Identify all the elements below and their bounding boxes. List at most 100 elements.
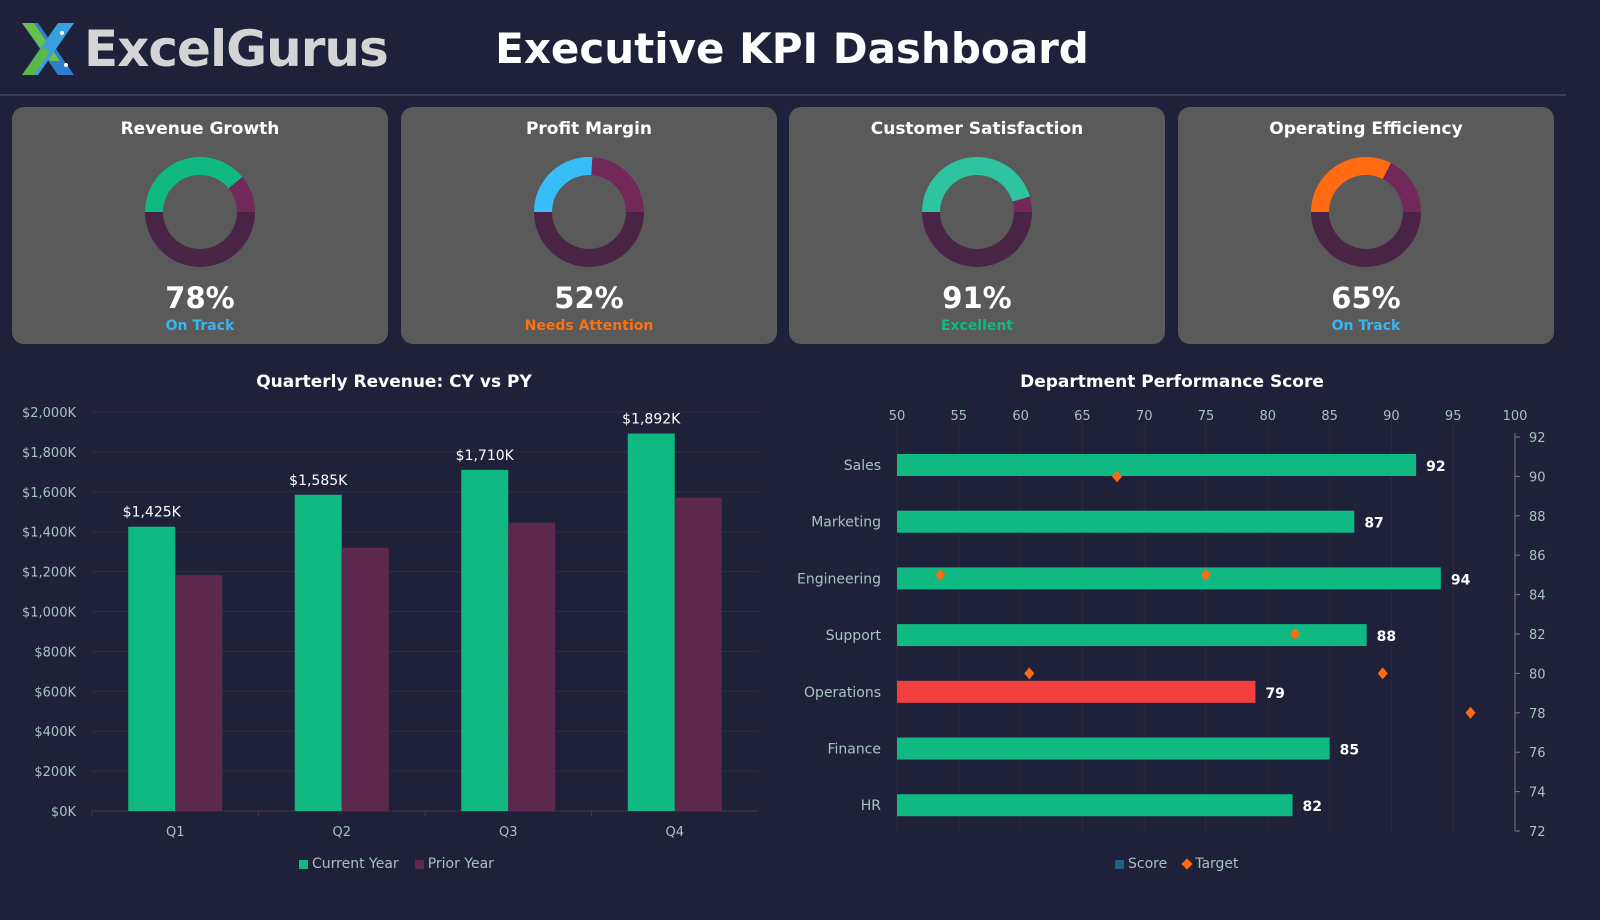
donut-remainder-arc bbox=[1382, 162, 1421, 212]
x-tick-label: 95 bbox=[1445, 409, 1462, 424]
x-tick-label: 50 bbox=[889, 409, 906, 424]
donut-remainder-arc bbox=[591, 157, 644, 212]
y2-tick-label: 72 bbox=[1529, 825, 1546, 840]
x-tick-label: 55 bbox=[951, 409, 968, 424]
y2-tick-label: 78 bbox=[1529, 707, 1546, 722]
kpi-value: 52% bbox=[554, 281, 624, 315]
legend-swatch-icon bbox=[414, 859, 424, 869]
kpi-card-operating-efficiency: Operating Efficiency 65% On Track bbox=[1178, 107, 1554, 344]
bar-prior-year bbox=[674, 497, 722, 811]
kpi-card-revenue-growth: Revenue Growth 78% On Track bbox=[12, 107, 388, 344]
target-marker bbox=[1377, 667, 1388, 680]
score-label: 87 bbox=[1364, 516, 1383, 532]
y2-tick-label: 82 bbox=[1529, 628, 1546, 643]
revenue-chart: $0K $200K $400K $600K $800K $1,000K $1,200K $1,… bbox=[22, 406, 758, 840]
revenue-chart-title: Quarterly Revenue: CY vs PY bbox=[256, 372, 532, 392]
brand-name: ExcelGurus bbox=[84, 20, 389, 78]
department-chart: 50 55 60 65 70 75 80 85 90 95 100 72 74 76 78 80 82 84 86 8… bbox=[797, 409, 1546, 840]
donut-value-arc bbox=[534, 157, 593, 212]
category-label: HR bbox=[861, 798, 882, 814]
bar-current-year bbox=[461, 469, 509, 811]
score-bar bbox=[897, 567, 1441, 590]
donut-value-arc bbox=[922, 157, 1030, 212]
score-bar bbox=[897, 680, 1256, 703]
kpi-donut bbox=[145, 157, 255, 267]
donut-value-arc bbox=[145, 157, 243, 212]
bar-current-year bbox=[294, 494, 342, 811]
category-label: Sales bbox=[844, 458, 881, 474]
y2-tick-label: 74 bbox=[1529, 786, 1546, 801]
y2-tick-label: 80 bbox=[1529, 667, 1546, 682]
target-marker bbox=[935, 568, 946, 581]
excelgurus-logo-icon bbox=[22, 23, 74, 75]
target-marker bbox=[1112, 470, 1123, 483]
kpi-value: 78% bbox=[165, 281, 235, 315]
kpi-status: Needs Attention bbox=[524, 318, 654, 334]
x-tick-label: Q2 bbox=[332, 825, 351, 840]
donut-base-arc bbox=[145, 212, 255, 267]
x-tick-label: Q1 bbox=[166, 825, 185, 840]
y-tick-label: $200K bbox=[34, 765, 76, 780]
data-label: $1,892K bbox=[622, 412, 681, 428]
y-tick-label: $1,600K bbox=[22, 486, 76, 501]
logo: ExcelGurus bbox=[20, 20, 389, 78]
x-tick-label: 90 bbox=[1383, 409, 1400, 424]
y-tick-label: $1,800K bbox=[22, 446, 76, 461]
donut-remainder-arc bbox=[228, 176, 255, 212]
bar-current-year bbox=[627, 433, 675, 811]
target-marker bbox=[1289, 628, 1300, 640]
header: ExcelGurus Executive KPI Dashboard bbox=[0, 0, 1566, 96]
y2-tick-label: 76 bbox=[1529, 746, 1546, 761]
bar-current-year bbox=[128, 526, 176, 811]
kpi-status: On Track bbox=[165, 318, 235, 334]
y-tick-label: $1,200K bbox=[22, 566, 76, 581]
y2-tick-label: 88 bbox=[1529, 510, 1546, 525]
kpi-value: 65% bbox=[1331, 281, 1401, 315]
legend-target: Target bbox=[1181, 856, 1239, 872]
page-title: Executive KPI Dashboard bbox=[495, 24, 1089, 73]
kpi-title: Customer Satisfaction bbox=[870, 119, 1084, 139]
target-marker bbox=[1201, 568, 1211, 581]
category-label: Marketing bbox=[811, 515, 881, 531]
x-tick-label: 60 bbox=[1012, 409, 1029, 424]
kpi-card-customer-satisfaction: Customer Satisfaction 91% Excellent bbox=[789, 107, 1165, 344]
kpi-donut bbox=[1311, 157, 1421, 267]
bar-prior-year bbox=[341, 547, 389, 811]
legend-swatch-icon bbox=[299, 859, 308, 869]
kpi-card-profit-margin: Profit Margin 52% Needs Attention bbox=[401, 107, 777, 344]
y2-tick-label: 86 bbox=[1529, 549, 1546, 564]
revenue-legend: Current Year Prior Year bbox=[299, 856, 494, 872]
department-chart-title: Department Performance Score bbox=[1020, 372, 1324, 392]
category-label: Support bbox=[826, 628, 882, 644]
x-tick-label: 70 bbox=[1136, 409, 1153, 424]
legend-current-year: Current Year bbox=[299, 856, 399, 872]
kpi-status: On Track bbox=[1331, 318, 1401, 334]
donut-base-arc bbox=[922, 212, 1032, 267]
kpi-status: Excellent bbox=[940, 318, 1014, 334]
x-tick-label: 80 bbox=[1260, 409, 1277, 424]
y-tick-label: $0K bbox=[51, 805, 77, 820]
legend-swatch-icon bbox=[1115, 859, 1124, 869]
y-tick-label: $1,000K bbox=[22, 606, 76, 621]
target-marker bbox=[1465, 706, 1476, 719]
y2-tick-label: 92 bbox=[1529, 431, 1546, 446]
kpi-title: Revenue Growth bbox=[120, 119, 280, 139]
score-bar bbox=[897, 794, 1293, 817]
score-label: 94 bbox=[1451, 572, 1471, 588]
x-tick-label: 85 bbox=[1321, 409, 1338, 424]
x-tick-label: Q3 bbox=[499, 825, 518, 840]
donut-value-arc bbox=[1311, 157, 1391, 212]
y-tick-label: $800K bbox=[34, 645, 76, 660]
y-tick-label: $1,400K bbox=[22, 526, 76, 541]
score-bar bbox=[897, 454, 1417, 476]
x-tick-label: 65 bbox=[1074, 409, 1091, 424]
legend-prior-year: Prior Year bbox=[414, 856, 494, 872]
bar-prior-year bbox=[508, 522, 556, 811]
data-label: $1,710K bbox=[456, 448, 515, 464]
y-tick-label: $2,000K bbox=[22, 406, 76, 421]
score-label: 82 bbox=[1303, 799, 1322, 815]
y2-tick-label: 84 bbox=[1529, 589, 1546, 604]
y-tick-label: $400K bbox=[34, 725, 76, 740]
category-label: Finance bbox=[827, 742, 881, 758]
kpi-value: 91% bbox=[942, 281, 1012, 315]
